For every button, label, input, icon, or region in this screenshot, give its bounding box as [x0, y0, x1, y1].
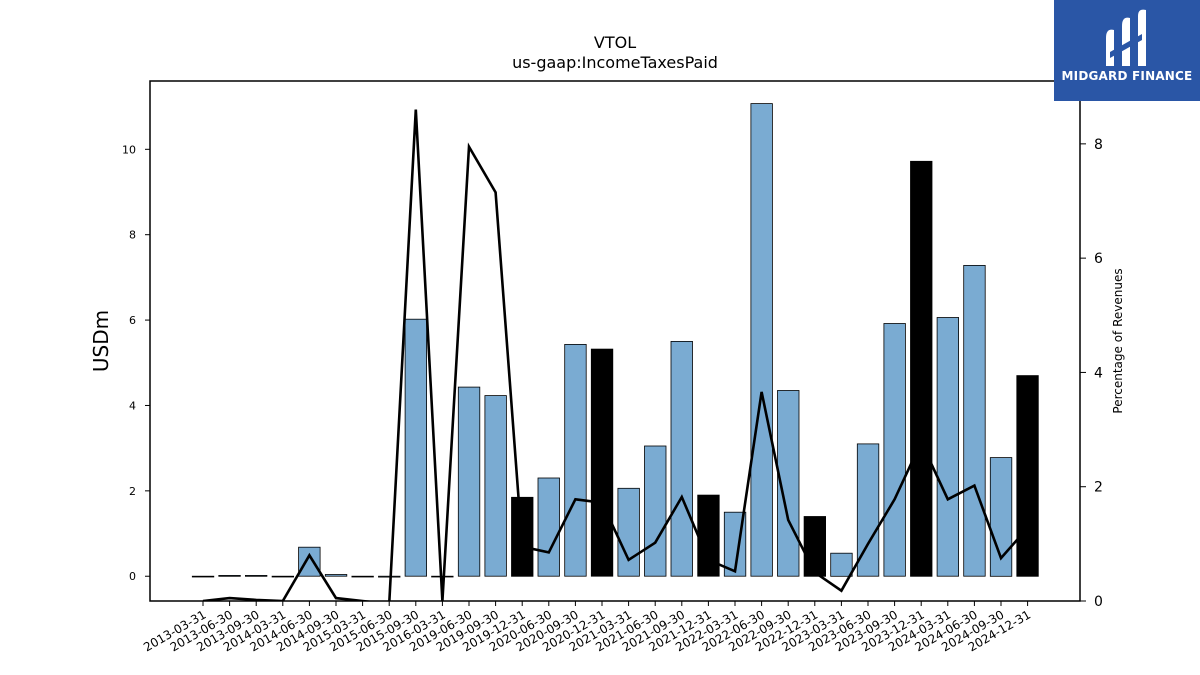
y-right-tick-label: 2 — [1094, 480, 1103, 496]
bar-2022-06-30 — [750, 103, 773, 577]
bar-2023-12-31 — [910, 160, 933, 577]
y-right-tick-label: 4 — [1094, 365, 1103, 381]
y-axis-right-label: Percentage of Revenues — [1111, 268, 1125, 413]
y-tick-label: 2 — [129, 485, 136, 498]
midgard-logo-icon — [1106, 9, 1146, 67]
bar-2014-03-31 — [271, 575, 295, 578]
chart-title: VTOL — [594, 33, 636, 52]
bar-series — [191, 103, 1039, 578]
plot-frame — [149, 80, 1081, 602]
right-axis: 0 2 4 6 8 — [1080, 137, 1103, 610]
bar-2024-06-30 — [963, 264, 986, 577]
bar-2020-06-30 — [537, 477, 560, 577]
bar-2024-12-31 — [1016, 375, 1039, 577]
logo: MIDGARD FINANCE — [1054, 0, 1200, 101]
chart-subtitle: us-gaap:IncomeTaxesPaid — [512, 53, 718, 72]
bar-2023-03-31 — [830, 552, 853, 577]
bar-2015-06-30 — [378, 575, 401, 578]
bar-2020-12-31 — [590, 348, 614, 577]
y-tick-label: 0 — [129, 570, 136, 583]
y-tick-label: 6 — [129, 314, 136, 327]
y-tick-label: 10 — [122, 143, 136, 156]
bar-2013-06-30 — [218, 575, 241, 577]
left-axis: 0 2 4 6 8 10 — [122, 143, 150, 583]
bar-2013-03-31 — [191, 575, 215, 578]
y-axis-label: USDm — [89, 310, 113, 372]
bar-2015-03-31 — [351, 575, 374, 578]
bar-2024-03-31 — [936, 317, 959, 577]
bar-2022-12-31 — [803, 516, 826, 577]
bar-2019-06-30 — [457, 386, 481, 577]
x-axis: 2013-03-312013-06-302013-09-302014-03-31… — [141, 601, 1033, 654]
logo-text: MIDGARD FINANCE — [1061, 69, 1193, 83]
y-tick-label: 4 — [129, 399, 136, 412]
bar-2019-09-30 — [484, 395, 507, 577]
bar-2020-09-30 — [564, 343, 587, 577]
line-series — [202, 109, 1029, 601]
bar-2021-03-31 — [617, 487, 640, 577]
bar-2015-09-30 — [404, 318, 428, 577]
bar-2014-06-30 — [298, 546, 321, 577]
y-right-tick-label: 8 — [1094, 137, 1103, 153]
bar-2013-09-30 — [244, 575, 268, 577]
bar-2023-09-30 — [883, 323, 906, 577]
y-right-tick-label: 0 — [1094, 594, 1103, 610]
bar-2014-09-30 — [324, 574, 348, 577]
bar-2021-06-30 — [644, 445, 667, 577]
percentage-line — [202, 109, 1029, 601]
y-right-tick-label: 6 — [1094, 251, 1103, 267]
y-tick-label: 8 — [129, 229, 136, 242]
bar-2023-06-30 — [856, 443, 880, 577]
bar-2021-09-30 — [670, 340, 693, 577]
